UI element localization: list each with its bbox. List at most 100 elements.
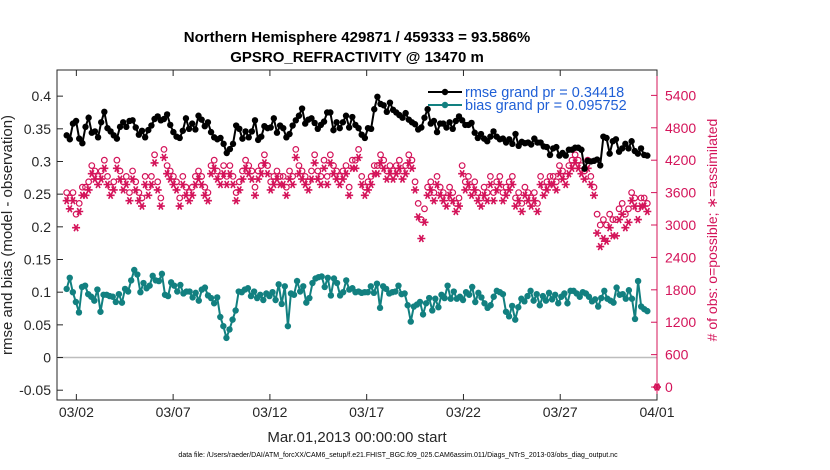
rmse-point xyxy=(471,129,478,136)
bias-point xyxy=(284,322,292,330)
rmse-point xyxy=(248,128,256,135)
assimilated-obs-point xyxy=(593,229,602,237)
possible-obs-point xyxy=(226,162,234,169)
assimilated-obs-point xyxy=(225,169,234,178)
assimilated-obs-point xyxy=(611,231,620,240)
y-tick-label: 0.25 xyxy=(24,186,51,202)
bias-point xyxy=(564,300,571,307)
assimilated-obs-point xyxy=(411,186,420,194)
assimilated-obs-point xyxy=(420,218,429,227)
bias-point xyxy=(250,288,258,295)
y-tick-label: 0.15 xyxy=(24,252,51,268)
rmse-point xyxy=(217,134,224,142)
bias-point xyxy=(164,292,172,300)
rmse-point xyxy=(446,119,453,126)
assimilated-obs-point xyxy=(401,169,410,178)
rmse-point xyxy=(320,118,328,125)
data-file-footnote: data file: /Users/raeder/DAI/ATM_forcXX/… xyxy=(178,452,618,459)
bias-point xyxy=(465,291,473,298)
bias-point xyxy=(527,287,534,295)
assimilated-obs-point xyxy=(291,153,300,162)
assimilated-obs-point xyxy=(100,164,109,173)
legend-marker xyxy=(441,101,449,109)
bias-point xyxy=(127,277,135,284)
bias-point xyxy=(472,298,479,306)
bias-point xyxy=(131,266,138,274)
assimilated-obs-point xyxy=(282,191,291,200)
possible-obs-point xyxy=(370,162,378,169)
rmse-point xyxy=(355,124,362,132)
bias-point xyxy=(155,277,163,285)
bias-point xyxy=(441,294,448,302)
y-right-tick-label: 0 xyxy=(665,379,673,395)
rmse-point xyxy=(85,114,92,121)
rmse-point xyxy=(251,117,259,124)
assimilated-obs-point xyxy=(238,175,247,183)
bias-point xyxy=(487,302,494,309)
bias-point xyxy=(293,277,301,285)
legend-marker xyxy=(441,88,449,96)
assimilated-obs-point xyxy=(150,159,159,167)
bias-point xyxy=(401,290,408,297)
bias-point xyxy=(539,292,547,300)
bias-point xyxy=(644,307,651,315)
bias-point xyxy=(192,289,199,297)
bias-point xyxy=(499,290,507,298)
assimilated-obs-point xyxy=(128,175,137,183)
bias-point xyxy=(634,277,642,285)
assimilated-obs-point xyxy=(470,186,479,194)
rmse-point xyxy=(433,128,441,136)
assimilated-obs-point xyxy=(498,196,507,205)
bias-point xyxy=(217,313,224,321)
x-tick-label: 03/27 xyxy=(543,404,578,420)
bias-point xyxy=(447,295,454,302)
rmse-point xyxy=(581,165,588,172)
assimilated-obs-point xyxy=(81,191,90,200)
bias-point xyxy=(343,277,350,284)
rmse-point xyxy=(113,135,121,142)
bias-point xyxy=(124,288,132,295)
possible-obs-point xyxy=(195,167,202,175)
rmse-point xyxy=(418,124,425,131)
rmse-point xyxy=(82,123,89,131)
assimilated-obs-point xyxy=(373,169,382,178)
bias-point xyxy=(226,326,233,333)
assimilated-obs-point xyxy=(605,223,614,232)
possible-obs-point xyxy=(480,183,488,191)
possible-obs-point xyxy=(163,162,171,169)
possible-obs-point xyxy=(126,189,133,197)
rmse-point xyxy=(267,124,274,131)
bias-point xyxy=(429,307,436,314)
assimilated-obs-point xyxy=(398,175,407,183)
rmse-point xyxy=(258,133,265,140)
bias-point xyxy=(207,294,215,302)
rmse-point xyxy=(345,124,353,131)
assimilated-obs-point xyxy=(75,207,84,216)
rmse-point xyxy=(129,117,136,124)
rmse-point xyxy=(66,136,74,143)
rmse-point xyxy=(421,114,428,121)
rmse-point xyxy=(443,124,450,131)
bias-point xyxy=(512,316,519,323)
rmse-point xyxy=(298,105,306,112)
possible-obs-point xyxy=(88,162,96,169)
bias-point xyxy=(171,282,178,289)
bias-point xyxy=(613,284,620,291)
rmse-point xyxy=(98,119,105,126)
bias-point xyxy=(339,288,347,296)
bias-point xyxy=(524,292,531,300)
rmse-point xyxy=(207,128,215,136)
y-axis-label: rmse and bias (model - observation) xyxy=(0,115,16,355)
bias-point xyxy=(585,293,593,300)
rmse-point xyxy=(101,108,108,116)
bias-point xyxy=(140,279,147,287)
possible-obs-point xyxy=(421,205,428,213)
bias-point xyxy=(91,297,98,304)
possible-obs-point xyxy=(414,200,422,207)
bias-point xyxy=(545,289,553,297)
rmse-point xyxy=(399,114,406,121)
assimilated-obs-point xyxy=(621,223,630,232)
possible-obs-point xyxy=(358,172,366,180)
assimilated-obs-point xyxy=(109,186,118,194)
rmse-point xyxy=(226,145,234,153)
